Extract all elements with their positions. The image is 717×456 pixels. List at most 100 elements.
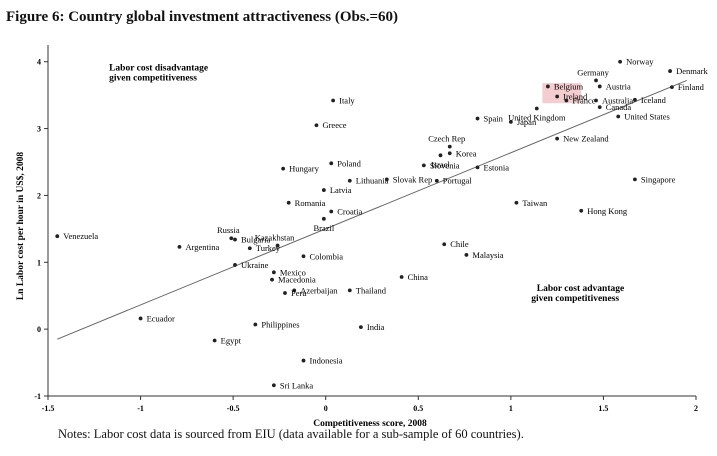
data-point xyxy=(616,114,621,119)
data-point xyxy=(275,243,280,248)
point-label: Israel xyxy=(431,159,451,169)
x-tick-label: 1 xyxy=(509,404,513,413)
annotation-text: Labor cost advantage xyxy=(537,284,624,294)
data-point xyxy=(301,358,306,363)
point-label: Japan xyxy=(517,117,537,127)
data-point xyxy=(271,270,276,275)
data-point xyxy=(314,123,319,128)
x-tick-label: 1.5 xyxy=(598,404,608,413)
point-label: Estonia xyxy=(484,162,510,172)
point-label: Brazil xyxy=(313,223,334,233)
data-point xyxy=(464,253,469,257)
data-point xyxy=(233,263,237,267)
point-label: Ireland xyxy=(563,91,588,101)
data-point xyxy=(670,85,674,90)
point-label: Sri Lanka xyxy=(280,380,314,390)
point-label: Romania xyxy=(295,198,326,208)
y-tick-label: 1 xyxy=(37,258,41,267)
x-tick-label: -0.5 xyxy=(227,404,240,413)
figure-notes: Notes: Labor cost data is sourced from E… xyxy=(58,427,524,441)
x-tick-label: 0.5 xyxy=(413,404,423,413)
x-tick-label: -1.5 xyxy=(42,404,55,413)
data-point xyxy=(329,161,334,166)
data-point xyxy=(347,288,352,293)
point-label: Colombia xyxy=(309,251,343,261)
data-point xyxy=(579,208,584,213)
point-label: Thailand xyxy=(356,285,387,295)
point-label: Hungary xyxy=(289,164,319,174)
point-label: Canada xyxy=(606,102,632,112)
data-point xyxy=(253,322,258,327)
point-label: Singapore xyxy=(641,174,676,184)
point-label: United Kingdom xyxy=(508,113,566,123)
data-point xyxy=(564,98,569,103)
point-label: Portugal xyxy=(443,176,472,186)
point-label: Finland xyxy=(678,82,705,92)
point-label: Egypt xyxy=(221,336,242,346)
data-point xyxy=(229,236,234,241)
x-tick-label: -1 xyxy=(137,404,144,413)
point-label: Indonesia xyxy=(309,356,342,366)
data-point xyxy=(438,153,443,158)
data-point xyxy=(442,242,447,247)
data-point xyxy=(555,136,560,141)
point-label: Peru xyxy=(291,288,307,298)
point-label: Norway xyxy=(626,57,654,67)
y-tick-label: -1 xyxy=(34,392,41,401)
data-point xyxy=(399,275,404,279)
point-label: Greece xyxy=(322,120,346,130)
data-point xyxy=(321,188,326,192)
point-label: India xyxy=(367,322,385,332)
point-label: Azerbaijan xyxy=(300,285,338,295)
data-point xyxy=(233,237,237,242)
figure-title: Figure 6: Country global investment attr… xyxy=(6,9,398,25)
data-point xyxy=(545,84,550,89)
data-point xyxy=(633,97,637,102)
point-label: Iceland xyxy=(641,95,667,105)
point-label: Australia xyxy=(602,95,633,105)
data-point xyxy=(281,166,286,171)
point-label: Korea xyxy=(456,148,477,158)
point-label: Mexico xyxy=(280,267,306,277)
data-point xyxy=(421,163,426,168)
data-point xyxy=(594,78,598,83)
data-point xyxy=(514,200,519,205)
data-point xyxy=(55,234,60,239)
data-point xyxy=(270,277,274,282)
data-point xyxy=(212,338,217,343)
point-label: Venezuela xyxy=(63,231,98,241)
x-axis-label: Competitiveness score, 2008 xyxy=(313,419,427,429)
data-point xyxy=(447,144,452,149)
data-point xyxy=(618,59,622,64)
data-point xyxy=(138,316,143,321)
data-point xyxy=(633,177,637,182)
point-label: Malaysia xyxy=(472,250,503,260)
data-point xyxy=(475,165,480,170)
point-label: Ukraine xyxy=(241,260,269,270)
data-points: Norway Denmark Germany Austria Finland Belgiu… xyxy=(55,57,708,390)
data-point xyxy=(594,98,598,103)
point-label: Slovenia xyxy=(430,160,460,170)
data-point xyxy=(434,178,439,183)
point-label: Hong Kong xyxy=(587,206,628,216)
point-label: Bulgaria xyxy=(241,235,270,245)
point-label: Chile xyxy=(450,239,469,249)
point-label: Croatia xyxy=(337,206,362,216)
x-tick-label: 2 xyxy=(694,404,698,413)
data-point xyxy=(597,105,602,110)
point-label: Slovak Rep xyxy=(393,174,432,184)
point-label: Belgium xyxy=(554,81,584,91)
point-label: Poland xyxy=(337,158,361,168)
data-point xyxy=(271,383,276,388)
data-point xyxy=(247,246,252,251)
trend-line xyxy=(57,79,687,340)
point-label: Taiwan xyxy=(522,198,548,208)
data-point xyxy=(358,325,363,330)
data-point xyxy=(329,209,334,214)
point-label: Philippines xyxy=(261,319,299,329)
highlight-box xyxy=(542,83,582,104)
y-tick-label: 4 xyxy=(37,58,41,67)
